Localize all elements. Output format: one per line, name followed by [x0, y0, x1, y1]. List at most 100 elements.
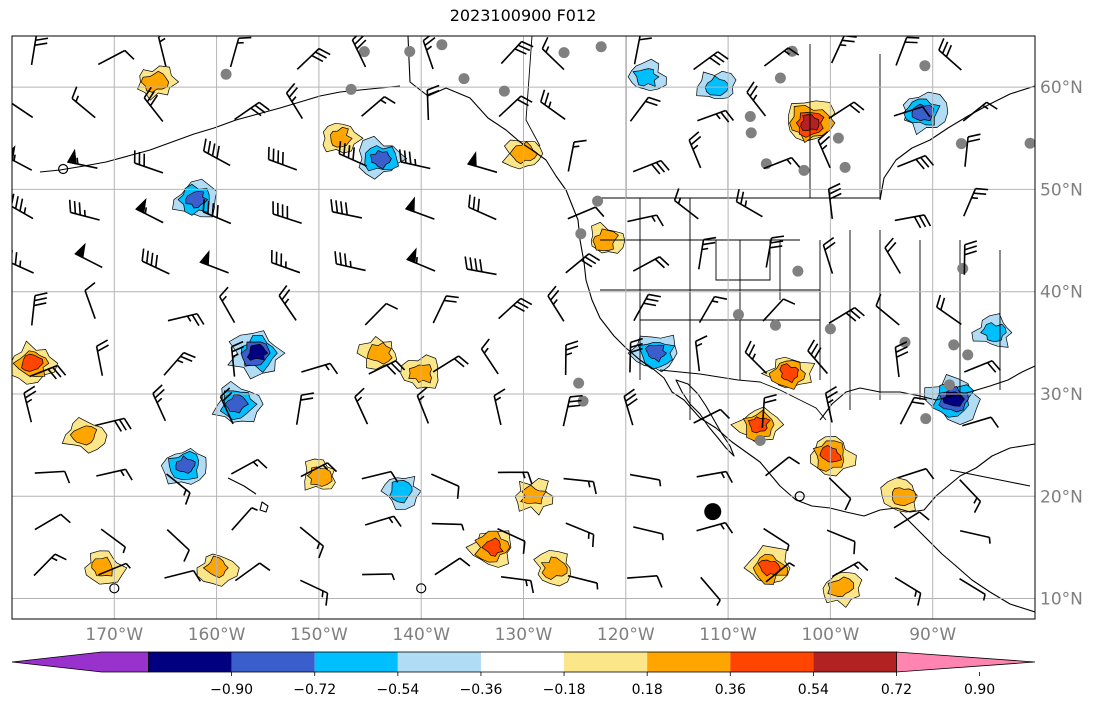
- wind-barb: [74, 242, 103, 269]
- station-dot: [573, 377, 585, 389]
- wind-barb: [959, 479, 982, 513]
- wind-barb: [368, 360, 406, 375]
- large-station-dot: [704, 503, 722, 521]
- station-dot: [404, 45, 416, 57]
- wind-barb: [627, 575, 663, 588]
- station-dot: [498, 85, 510, 97]
- wind-barb: [884, 237, 902, 274]
- wind-barb: [135, 197, 164, 224]
- wind-barb: [334, 251, 366, 272]
- wind-barb: [68, 199, 100, 221]
- wind-barb: [218, 286, 236, 324]
- wind-barb: [824, 385, 838, 423]
- lon-tick-label: 120°W: [597, 625, 655, 645]
- wind-barb: [299, 526, 325, 559]
- station-dot: [943, 379, 955, 391]
- wind-barb: [828, 477, 852, 511]
- border-us-mexico: [659, 369, 827, 421]
- wind-barb: [95, 339, 109, 376]
- wind-barb: [894, 341, 909, 378]
- station-dot: [769, 319, 781, 331]
- wind-barb: [963, 240, 978, 275]
- wind-barb: [84, 282, 96, 319]
- station-dot: [824, 323, 836, 335]
- station-dot: [955, 138, 967, 150]
- wind-barb: [817, 131, 831, 169]
- wind-barb: [234, 562, 271, 582]
- vorticity-area: [779, 363, 800, 384]
- wind-barb: [828, 306, 865, 324]
- wind-barb: [230, 458, 268, 475]
- wind-barb: [272, 201, 302, 224]
- map-plot-area: [12, 36, 1035, 619]
- wind-barb: [338, 141, 368, 167]
- lon-tick-label: 90°W: [909, 625, 956, 645]
- vorticity-area: [481, 537, 504, 557]
- wind-barb: [166, 473, 191, 505]
- wind-barb: [565, 253, 601, 274]
- wind-barb: [897, 467, 935, 480]
- wind-barb: [480, 338, 499, 375]
- wind-barb: [202, 199, 232, 225]
- station-dot: [948, 339, 960, 351]
- wind-barb: [700, 576, 721, 606]
- wind-barb: [899, 396, 927, 425]
- colorbar-swatch: [148, 652, 232, 672]
- colorbar-tick-label: −0.90: [210, 682, 253, 698]
- coastline-hawaii: [227, 477, 269, 513]
- vorticity-area: [644, 344, 667, 363]
- station-dot: [577, 395, 589, 407]
- wind-barb: [351, 36, 367, 68]
- vorticity-area: [632, 68, 660, 87]
- colorbar-swatch: [647, 652, 731, 672]
- vorticity-area: [175, 455, 196, 474]
- wind-barb: [12, 100, 34, 119]
- lon-tick-label: 110°W: [699, 625, 757, 645]
- station-dot: [458, 73, 470, 85]
- wind-barb: [30, 292, 48, 326]
- vorticity-area: [827, 576, 855, 597]
- vorticity-area: [185, 190, 209, 209]
- wind-barb: [633, 526, 664, 541]
- colorbar-tick-label: 0.72: [881, 682, 912, 698]
- colorbar-tick-label: 0.18: [632, 682, 663, 698]
- wind-barb: [163, 351, 196, 376]
- vorticity-area: [540, 556, 568, 581]
- lon-tick-label: 130°W: [495, 625, 553, 645]
- station-dot: [436, 39, 448, 51]
- wind-barb-layer: [12, 36, 1001, 606]
- wind-barb: [422, 36, 436, 70]
- station-dot: [558, 47, 570, 59]
- wind-barb: [765, 562, 795, 583]
- station-dot: [575, 228, 587, 240]
- wind-barb: [935, 294, 962, 325]
- wind-barb: [735, 189, 763, 218]
- wind-barb: [623, 388, 638, 426]
- wind-barb: [432, 355, 469, 373]
- wind-barb: [95, 417, 132, 432]
- wind-barb: [826, 529, 856, 555]
- wind-barb: [893, 511, 930, 529]
- wind-barb: [143, 86, 164, 122]
- wind-barb: [828, 101, 865, 120]
- vorticity-area: [370, 149, 392, 170]
- wind-barb: [30, 36, 49, 66]
- coastline-gulf: [819, 365, 1035, 421]
- wind-barb: [500, 40, 534, 65]
- wind-barb: [416, 386, 430, 424]
- wind-barb: [202, 138, 231, 167]
- wind-barb: [763, 156, 801, 170]
- station-dot: [592, 195, 604, 207]
- axis-labels: 170°W 160°W 150°W 140°W 130°W 120°W 110°W 100°W…: [85, 78, 1082, 645]
- wind-barb: [632, 159, 670, 175]
- vorticity-area: [367, 342, 393, 365]
- vorticity-area: [246, 343, 269, 361]
- colorbar-tick-label: −0.54: [376, 682, 419, 698]
- wind-barb: [693, 408, 730, 424]
- coastline-caribbean: [949, 469, 1031, 487]
- wind-barb: [894, 214, 932, 229]
- lat-tick-label: 20°N: [1040, 487, 1083, 507]
- wind-barb: [364, 515, 402, 528]
- wind-barb: [762, 298, 796, 322]
- wind-barb: [364, 302, 399, 326]
